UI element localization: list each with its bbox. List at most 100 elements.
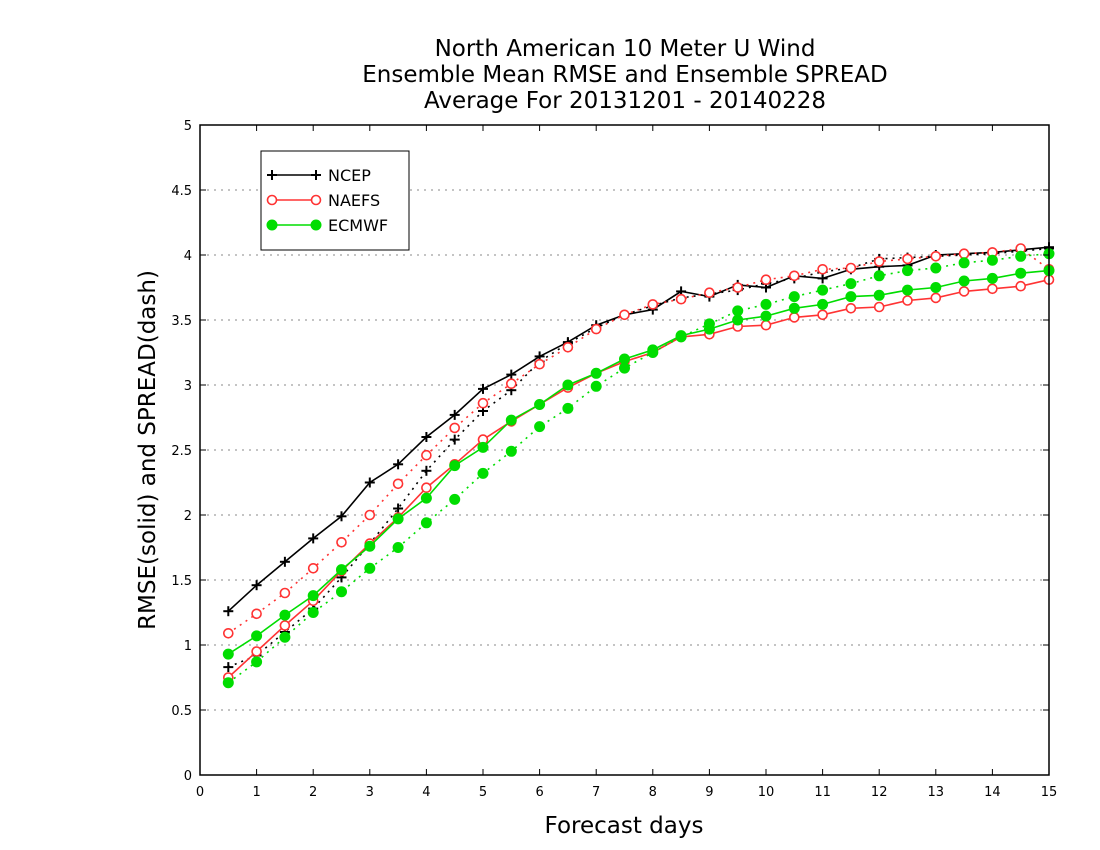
point-ecmwf-spread-23 xyxy=(873,270,885,282)
point-ecmwf-spread-1 xyxy=(251,656,263,668)
legend-marker-right-1 xyxy=(310,194,322,206)
x-tick-label-1: 1 xyxy=(252,785,260,800)
point-ecmwf-spread-7 xyxy=(420,517,432,529)
point-ecmwf-spread-17 xyxy=(703,318,715,330)
point-naefs-spread-6 xyxy=(392,478,404,490)
x-tick-label-13: 13 xyxy=(928,785,945,800)
point-ecmwf-rmse-4 xyxy=(336,564,347,576)
y-tick-label-10: 5 xyxy=(184,119,192,134)
legend-marker-left-1 xyxy=(266,194,278,206)
series-line-naefs-spread xyxy=(227,247,1050,634)
point-ecmwf-rmse-11 xyxy=(534,399,546,410)
point-ecmwf-rmse-8 xyxy=(449,460,461,472)
point-naefs-spread-7 xyxy=(421,449,432,461)
legend-label-ecmwf: ECMWF xyxy=(328,216,388,235)
legend-marker-right-2 xyxy=(310,219,322,231)
point-ncep-rmse-7 xyxy=(421,432,432,442)
point-ncep-rmse-3 xyxy=(308,533,319,544)
point-ecmwf-spread-12 xyxy=(562,402,574,414)
point-ecmwf-rmse-18 xyxy=(732,314,744,326)
x-tick-label-4: 4 xyxy=(422,785,430,800)
point-naefs-spread-3 xyxy=(307,562,319,574)
point-naefs-spread-17 xyxy=(704,287,715,299)
point-ecmwf-rmse-5 xyxy=(364,540,376,552)
point-ecmwf-rmse-26 xyxy=(958,275,970,287)
point-ncep-spread-6 xyxy=(393,503,404,514)
y-tick-label-0: 0 xyxy=(184,769,192,784)
point-ncep-spread-8 xyxy=(449,434,460,445)
legend-marker-left-2 xyxy=(266,219,278,231)
point-naefs-spread-15 xyxy=(647,299,659,310)
point-naefs-rmse-24 xyxy=(902,295,913,306)
y-tick-label-1: 0.5 xyxy=(171,704,192,719)
series-line-ecmwf-rmse xyxy=(227,269,1050,655)
point-naefs-spread-24 xyxy=(902,253,913,265)
point-ecmwf-rmse-6 xyxy=(392,513,404,525)
point-naefs-spread-13 xyxy=(590,323,602,335)
point-naefs-spread-20 xyxy=(788,270,800,282)
point-ecmwf-rmse-13 xyxy=(590,367,602,379)
y-tick-label-3: 1.5 xyxy=(171,574,192,589)
point-ecmwf-spread-2 xyxy=(279,631,291,643)
point-ecmwf-rmse-0 xyxy=(222,648,234,660)
point-ecmwf-spread-11 xyxy=(534,421,546,433)
point-naefs-rmse-22 xyxy=(845,302,857,314)
x-tick-label-15: 15 xyxy=(1041,785,1058,800)
point-naefs-rmse-25 xyxy=(930,292,942,304)
series-ecmwf-spread xyxy=(222,248,1055,689)
x-tick-label-14: 14 xyxy=(984,785,1001,800)
point-naefs-rmse-7 xyxy=(421,482,432,494)
point-ecmwf-spread-5 xyxy=(364,562,376,574)
point-ecmwf-spread-20 xyxy=(788,291,800,303)
legend: NCEP NAEFS ECMWF xyxy=(260,150,410,251)
y-tick-label-5: 2.5 xyxy=(171,444,192,459)
point-naefs-spread-14 xyxy=(619,309,630,321)
x-tick-label-7: 7 xyxy=(592,785,600,800)
point-naefs-spread-2 xyxy=(279,587,291,599)
point-ecmwf-rmse-3 xyxy=(307,590,319,602)
y-tick-label-8: 4 xyxy=(184,249,192,264)
point-ecmwf-rmse-9 xyxy=(477,441,489,453)
y-tick-label-6: 3 xyxy=(184,379,192,394)
grid-layer xyxy=(200,189,1049,711)
x-axis-label: Forecast days xyxy=(545,813,704,839)
point-ecmwf-spread-14 xyxy=(619,362,630,374)
x-tick-label-12: 12 xyxy=(871,785,888,800)
x-tick-label-2: 2 xyxy=(309,785,317,800)
series-naefs-spread xyxy=(223,243,1055,639)
point-naefs-spread-1 xyxy=(251,608,262,620)
y-tick-label-7: 3.5 xyxy=(171,314,192,329)
point-ncep-rmse-5 xyxy=(364,477,375,488)
point-ecmwf-spread-27 xyxy=(986,254,998,266)
point-ecmwf-rmse-20 xyxy=(788,302,800,314)
series-line-ncep-spread xyxy=(227,247,1050,668)
point-naefs-spread-4 xyxy=(336,536,347,548)
legend-label-naefs: NAEFS xyxy=(328,191,380,210)
legend-item-ncep: NCEP xyxy=(267,166,371,185)
x-tick-label-5: 5 xyxy=(479,785,487,800)
point-ecmwf-spread-10 xyxy=(505,445,517,457)
point-naefs-spread-10 xyxy=(505,378,517,390)
point-ecmwf-rmse-14 xyxy=(619,353,630,365)
point-ncep-rmse-9 xyxy=(478,383,488,394)
point-ecmwf-rmse-12 xyxy=(562,379,574,391)
point-ncep-rmse-0 xyxy=(223,606,234,617)
x-tick-label-8: 8 xyxy=(649,785,657,800)
y-tick-label-9: 4.5 xyxy=(171,184,192,199)
axis-layer: 00.511.522.533.544.550 1 2 3 4 5 6 7 8 9 10 11 12 13 1… xyxy=(171,119,1057,800)
chart-title-line-1: North American 10 Meter U Wind xyxy=(434,36,816,62)
point-ecmwf-rmse-10 xyxy=(505,414,517,426)
y-axis-label: RMSE(solid) and SPREAD(dash) xyxy=(135,270,161,630)
point-naefs-rmse-23 xyxy=(873,301,885,313)
point-ncep-spread-7 xyxy=(421,465,432,476)
series-layer xyxy=(222,242,1055,689)
point-ecmwf-rmse-7 xyxy=(420,492,432,504)
point-ecmwf-spread-21 xyxy=(817,284,829,296)
point-naefs-spread-22 xyxy=(845,262,857,274)
point-ecmwf-rmse-1 xyxy=(251,630,263,642)
point-ecmwf-spread-16 xyxy=(675,331,687,343)
point-naefs-rmse-1 xyxy=(251,646,262,657)
point-naefs-spread-9 xyxy=(477,397,489,409)
